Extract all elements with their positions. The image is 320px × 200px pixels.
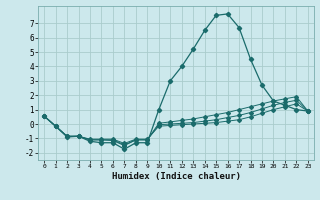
X-axis label: Humidex (Indice chaleur): Humidex (Indice chaleur) [111, 172, 241, 181]
